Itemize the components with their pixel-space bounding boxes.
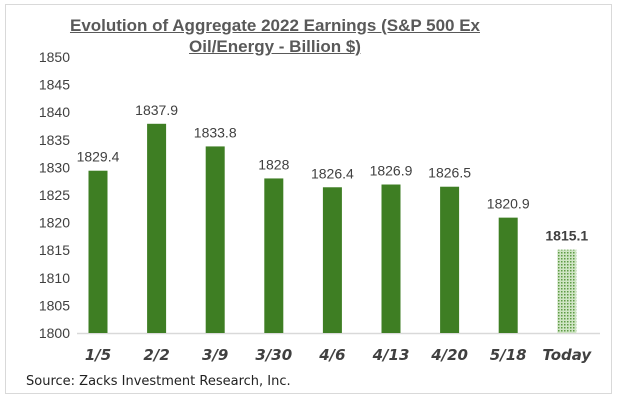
data-label: 1826.9 [370,163,413,179]
data-label: 1829.4 [77,149,120,165]
data-label: 1828 [258,156,289,172]
data-label: 1833.8 [194,124,237,140]
chart-title: Evolution of Aggregate 2022 Earnings (S&… [69,16,480,56]
y-tick-label: 1810 [39,270,70,286]
y-tick-label: 1820 [39,215,70,231]
x-tick-label: 5/18 [490,346,527,364]
bar-5-18 [498,217,518,333]
y-tick-label: 1850 [39,49,70,65]
bar-today [557,249,577,333]
bar-2-2 [147,123,167,334]
data-label: 1820.9 [487,196,530,212]
y-tick-label: 1805 [39,297,70,313]
y-tick-label: 1840 [39,104,70,120]
y-tick-label: 1815 [39,242,70,258]
y-tick-label: 1825 [39,187,70,203]
x-tick-label: 3/9 [202,346,228,364]
data-label: 1815.1 [545,228,588,244]
bar-4-13 [381,184,401,333]
chart-frame [5,4,612,394]
bar-3-30 [264,178,284,333]
bar-4-6 [322,187,342,333]
y-tick-label: 1800 [39,325,70,341]
x-tick-label: 3/30 [255,346,292,364]
y-tick-label: 1835 [39,132,70,148]
bar-4-20 [440,186,460,333]
source-note: Source: Zacks Investment Research, Inc. [26,374,291,389]
x-tick-label: 4/6 [318,346,345,364]
x-tick-label: 4/20 [430,346,468,364]
x-tick-label: Today [542,346,592,364]
x-tick-label: 1/5 [85,346,111,364]
x-tick-label: 4/13 [372,346,410,364]
bar-3-9 [205,146,225,333]
y-tick-label: 1845 [39,77,70,93]
bar-1-5 [88,170,108,333]
data-label: 1826.4 [311,165,354,181]
x-tick-label: 2/2 [143,346,169,364]
data-label: 1837.9 [135,102,178,118]
data-label: 1826.5 [428,165,471,181]
y-tick-label: 1830 [39,159,70,175]
